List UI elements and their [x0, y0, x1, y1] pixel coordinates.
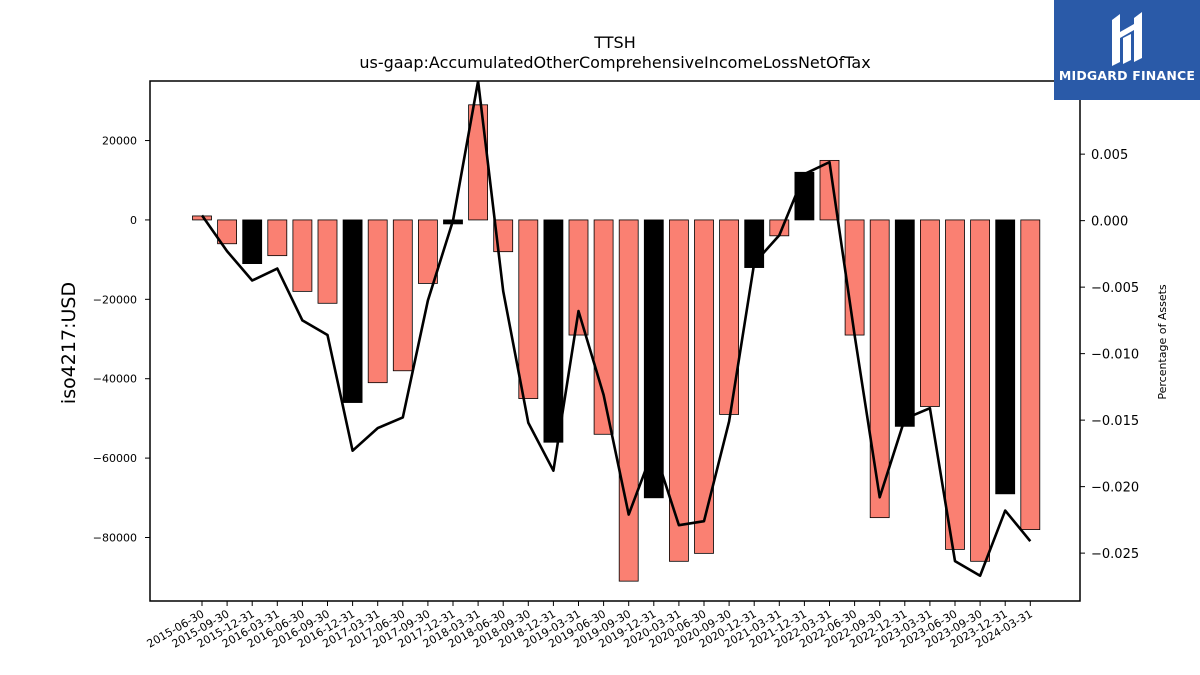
y-tick-label: −80000 [93, 531, 137, 544]
plot-area: −80000 −60000 −40000 −20000 0 20000 −0.025 −0.0… [93, 80, 1139, 651]
y-tick-label: 20000 [102, 135, 137, 148]
bar [618, 219, 639, 582]
bar [794, 171, 815, 221]
bar [844, 219, 865, 336]
y2-tick-label: −0.010 [1091, 348, 1139, 363]
y2-axis-label: Percentage of Assets [1156, 284, 1169, 400]
bar [643, 219, 664, 499]
y2-tick-label: −0.005 [1091, 281, 1139, 296]
y2-tick-label: 0.000 [1091, 215, 1128, 230]
bar [995, 219, 1016, 495]
y-axis-label: iso4217:USD [58, 282, 80, 404]
bar [920, 219, 940, 407]
chart-title: TTSH [593, 33, 635, 52]
bar [392, 219, 413, 372]
midgard-finance-logo: MIDGARD FINANCE [1054, 0, 1200, 100]
bar [342, 219, 363, 403]
y2-tick-label: −0.020 [1091, 481, 1139, 496]
bar [869, 219, 890, 519]
y2-tick-label: −0.025 [1091, 547, 1139, 562]
bar [669, 219, 689, 562]
y2-tick-label: −0.015 [1091, 414, 1139, 429]
y-tick-label: −40000 [93, 373, 137, 386]
bar [367, 219, 388, 384]
bar [242, 219, 263, 264]
logo-text: MIDGARD FINANCE [1058, 68, 1196, 83]
y-tick-label: −60000 [93, 452, 137, 465]
bar [292, 219, 313, 292]
bar [819, 159, 840, 221]
bar [543, 219, 564, 443]
bar [1020, 219, 1041, 530]
bar [317, 219, 338, 304]
bar [970, 219, 990, 562]
plot-frame [149, 80, 1081, 602]
bar [593, 219, 614, 435]
y-tick-label: −20000 [93, 293, 137, 306]
y2-tick-label: 0.005 [1091, 148, 1128, 163]
bar [518, 219, 539, 399]
midgard-logo-icon [1112, 12, 1142, 66]
series-line [200, 81, 1032, 578]
bar [694, 219, 714, 554]
y-tick-label: 0 [130, 214, 137, 227]
bar [217, 219, 238, 245]
bar [417, 219, 438, 284]
chart-subtitle: us-gaap:AccumulatedOtherComprehensiveInc… [359, 53, 870, 72]
bar [894, 219, 915, 427]
bar [945, 219, 965, 550]
bar [267, 219, 288, 257]
bar [744, 219, 765, 268]
bar [568, 219, 589, 336]
